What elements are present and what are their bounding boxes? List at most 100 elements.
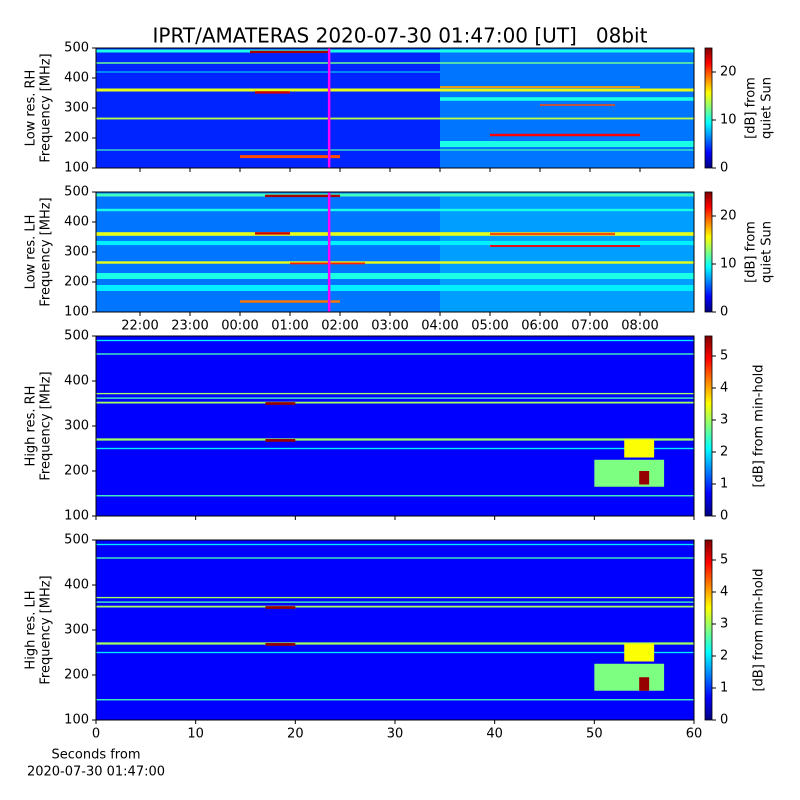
- x-tick-label: 00:00: [221, 319, 258, 334]
- colorbar: [704, 539, 713, 721]
- x-axis-label: 2020-07-30 01:47:00: [27, 765, 165, 780]
- y-tick-label: 300: [64, 623, 89, 638]
- x-tick-label: 60: [686, 727, 703, 742]
- colorbar-tick-label: 2: [720, 445, 728, 460]
- emission-band: [255, 232, 290, 235]
- y-tick-label: 100: [64, 161, 89, 176]
- emission-band: [96, 285, 694, 291]
- y-axis-label: High res. LH: [24, 590, 39, 669]
- colorbar-tick-label: 3: [720, 617, 728, 632]
- x-tick-label: 05:00: [471, 319, 508, 334]
- y-axis-label: Frequency [MHz]: [39, 197, 54, 306]
- emission-band: [96, 605, 694, 608]
- y-tick-label: 400: [64, 578, 89, 593]
- emission-band: [96, 397, 694, 399]
- y-axis-label: Frequency [MHz]: [39, 575, 54, 684]
- emission-band: [96, 601, 694, 603]
- spectrogram: [96, 192, 694, 312]
- colorbar-tick-label: 20: [720, 209, 737, 224]
- emission-band: [540, 104, 615, 106]
- emission-band: [490, 245, 640, 247]
- spectrogram: [96, 48, 694, 168]
- emission-band: [265, 402, 296, 405]
- colorbar: [704, 47, 713, 169]
- emission-band: [96, 71, 440, 73]
- colorbar-tick-label: 10: [720, 257, 737, 272]
- colorbar-tick-label: 4: [720, 585, 728, 600]
- emission-band: [96, 438, 694, 441]
- y-tick-label: 400: [64, 374, 89, 389]
- emission-band: [96, 88, 694, 92]
- emission-band: [265, 194, 340, 198]
- emission-band: [440, 141, 694, 147]
- colorbar-tick-label: 10: [720, 113, 737, 128]
- colorbar-tick-label: 2: [720, 649, 728, 664]
- colorbar-tick-label: 0: [720, 161, 728, 176]
- emission-band: [96, 401, 694, 404]
- colorbar-tick-label: 20: [720, 65, 737, 80]
- emission-band: [96, 273, 694, 279]
- emission-band: [96, 353, 694, 355]
- emission-band: [440, 86, 640, 88]
- x-tick-label: 03:00: [371, 319, 408, 334]
- y-tick-label: 200: [64, 131, 89, 146]
- colorbar-tick-label: 4: [720, 381, 728, 396]
- x-tick-label: 40: [486, 727, 503, 742]
- y-tick-label: 200: [64, 275, 89, 290]
- colorbar-tick-label: 0: [720, 713, 728, 728]
- emission-band: [240, 300, 340, 303]
- x-tick-label: 23:00: [171, 319, 208, 334]
- emission-band: [96, 339, 694, 342]
- y-tick-label: 500: [64, 41, 89, 56]
- y-axis-label: High res. RH: [24, 386, 39, 467]
- emission-band: [624, 439, 655, 458]
- emission-band: [96, 495, 694, 497]
- colorbar-label: [dB] from min-hold: [752, 364, 767, 487]
- colorbar-tick-label: 3: [720, 413, 728, 428]
- emission-band: [255, 91, 290, 94]
- y-tick-label: 300: [64, 101, 89, 116]
- x-tick-label: 01:00: [271, 319, 308, 334]
- emission-band: [96, 232, 694, 236]
- colorbar: [704, 335, 713, 517]
- emission-band: [265, 606, 296, 609]
- emission-band: [250, 50, 330, 54]
- x-tick-label: 30: [387, 727, 404, 742]
- x-tick-label: 50: [586, 727, 603, 742]
- emission-band: [440, 48, 694, 168]
- emission-band: [290, 262, 365, 265]
- x-tick-label: 04:00: [421, 319, 458, 334]
- emission-band: [96, 149, 694, 151]
- emission-band: [490, 133, 640, 137]
- x-tick-label: 07:00: [571, 319, 608, 334]
- emission-band: [240, 155, 340, 159]
- emission-band: [265, 643, 296, 646]
- y-tick-label: 300: [64, 419, 89, 434]
- emission-band: [440, 192, 694, 312]
- x-tick-label: 20: [287, 727, 304, 742]
- x-tick-label: 22:00: [121, 319, 158, 334]
- colorbar-tick-label: 5: [720, 349, 728, 364]
- y-tick-label: 500: [64, 533, 89, 548]
- colorbar-label: quiet Sun: [760, 77, 775, 139]
- emission-band: [96, 651, 694, 654]
- emission-band: [594, 663, 665, 691]
- y-axis-label: Low res. LH: [24, 215, 39, 290]
- emission-band: [96, 49, 694, 53]
- spectrogram: [96, 540, 694, 720]
- emission-band: [440, 97, 694, 101]
- y-tick-label: 100: [64, 713, 89, 728]
- emission-band: [96, 117, 694, 120]
- colorbar-label: quiet Sun: [760, 221, 775, 283]
- emission-band: [96, 62, 694, 64]
- x-tick-label: 02:00: [321, 319, 358, 334]
- colorbar-label: [dB] from min-hold: [752, 568, 767, 691]
- emission-band: [96, 699, 694, 701]
- y-axis-label: Frequency [MHz]: [39, 53, 54, 162]
- y-tick-label: 200: [64, 464, 89, 479]
- emission-band: [639, 471, 650, 485]
- colorbar-tick-label: 0: [720, 509, 728, 524]
- colorbar-tick-label: 1: [720, 681, 728, 696]
- emission-band: [96, 447, 694, 450]
